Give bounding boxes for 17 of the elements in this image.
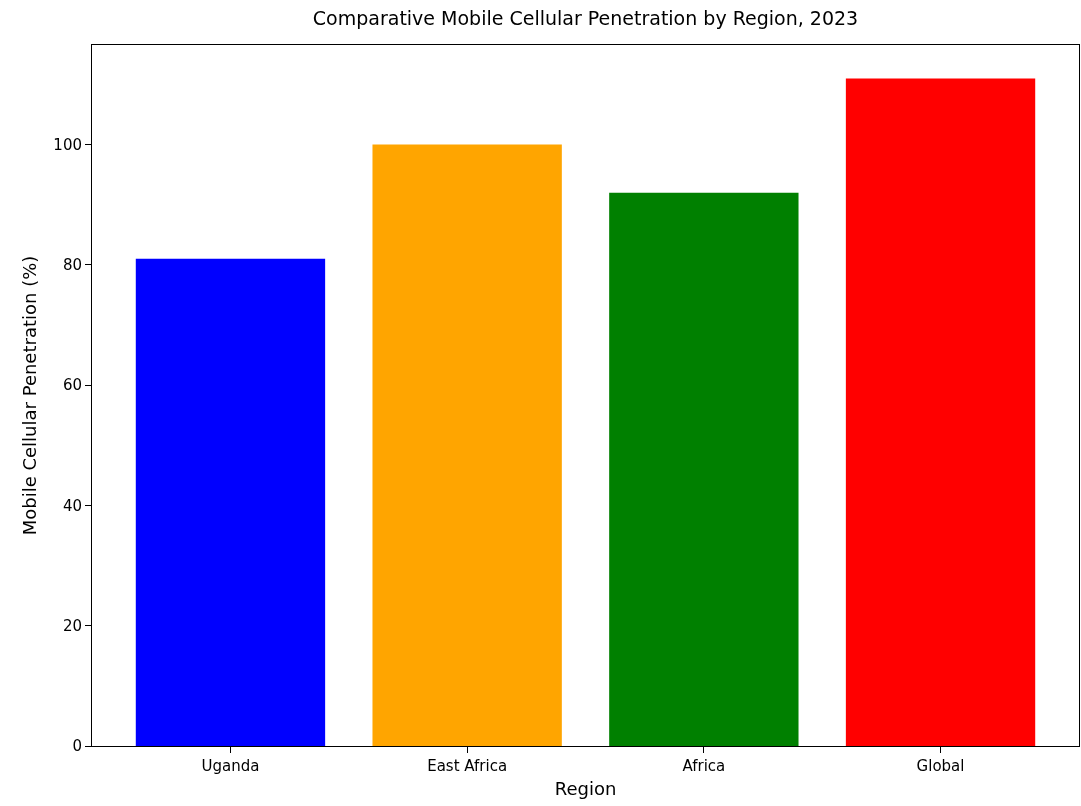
y-tick-label: 60 (62, 376, 82, 395)
y-tick-label: 0 (72, 737, 82, 756)
y-tick-label: 20 (62, 616, 82, 635)
bar (845, 78, 1036, 746)
y-tick-label: 100 (53, 135, 82, 154)
bar (372, 144, 562, 746)
x-tick-label: Global (916, 757, 965, 775)
y-tick-label: 80 (62, 256, 82, 275)
x-tick-label: East Africa (427, 757, 508, 775)
y-tick-label: 40 (62, 496, 82, 515)
chart-title: Comparative Mobile Cellular Penetration by Region, 2023 (312, 7, 859, 30)
bar (135, 258, 326, 746)
bar (609, 192, 799, 746)
y-axis-title: Mobile Cellular Penetration (%) (18, 255, 40, 536)
x-tick-label: Africa (682, 757, 726, 775)
x-tick-label: Uganda (201, 757, 260, 775)
x-axis-title: Region (554, 778, 617, 800)
